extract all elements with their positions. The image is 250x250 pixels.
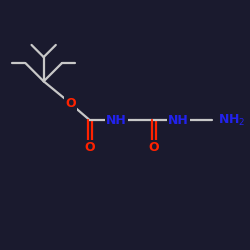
Text: O: O	[149, 141, 159, 154]
Text: NH$_2$: NH$_2$	[218, 112, 246, 128]
Text: O: O	[65, 97, 76, 110]
Text: NH: NH	[168, 114, 189, 127]
Text: NH: NH	[106, 114, 127, 127]
Text: O: O	[84, 141, 95, 154]
